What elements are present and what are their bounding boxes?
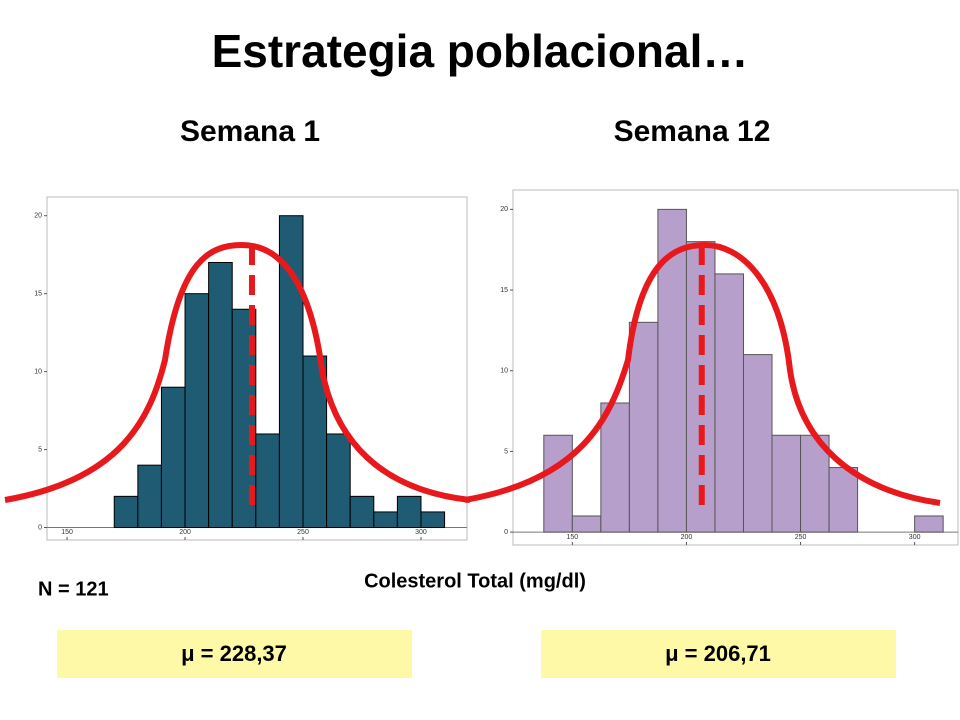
plot-frame: [512, 189, 959, 546]
y-tick-label: 15: [34, 291, 42, 298]
bar: [628, 321, 659, 533]
bar: [543, 434, 573, 533]
y-tick-label: 20: [500, 206, 508, 213]
mean-label: μ = 228,37: [181, 641, 287, 666]
x-tick-label: 250: [795, 534, 807, 541]
bar: [742, 354, 773, 533]
bar: [600, 402, 630, 533]
n-label: N = 121: [38, 578, 109, 600]
bar: [160, 386, 186, 529]
x-tick-label: 200: [681, 534, 693, 541]
y-tick-label: 10: [34, 368, 42, 375]
bar: [349, 495, 375, 529]
bar: [255, 433, 280, 529]
y-tick-label: 0: [38, 524, 42, 531]
y-tick-label: 20: [34, 213, 42, 220]
mean-label: μ = 206,71: [665, 641, 771, 666]
mean-box: [57, 630, 412, 678]
x-tick-label: 300: [415, 529, 427, 536]
x-tick-label: 300: [909, 534, 921, 541]
normal-curve: [464, 241, 941, 506]
y-tick-label: 0: [504, 529, 508, 536]
y-tick-label: 15: [500, 287, 508, 294]
y-tick-label: 5: [38, 446, 42, 453]
x-tick-label: 250: [297, 529, 309, 536]
slide-title: Estrategia poblacional…: [212, 25, 749, 77]
mean-box: [541, 630, 896, 678]
plot-frame: [46, 196, 468, 541]
bar: [771, 434, 802, 533]
bar: [113, 495, 139, 529]
chart-title: Semana 1: [180, 115, 320, 148]
bar: [914, 515, 944, 533]
y-tick-label: 10: [500, 368, 508, 375]
x-axis-label: Colesterol Total (mg/dl): [364, 570, 586, 592]
chart-title: Semana 12: [614, 115, 771, 148]
y-tick-label: 5: [504, 448, 508, 455]
bar: [828, 467, 859, 533]
x-tick-label: 200: [179, 529, 191, 536]
bar: [657, 208, 687, 533]
normal-curve: [4, 241, 471, 503]
bar: [373, 511, 398, 529]
bar: [396, 495, 422, 529]
x-tick-label: 150: [566, 534, 578, 541]
bar: [184, 293, 210, 529]
bar: [326, 433, 351, 529]
bar: [714, 273, 744, 533]
bar: [208, 261, 233, 529]
bar: [137, 464, 162, 529]
bar: [571, 515, 602, 533]
bar: [420, 511, 446, 529]
x-tick-label: 150: [61, 529, 73, 536]
